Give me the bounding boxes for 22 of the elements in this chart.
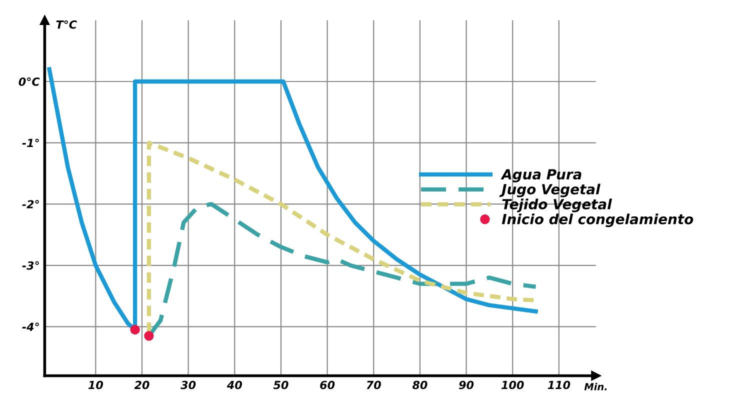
x-tick-label: 10 xyxy=(88,380,103,390)
legend-label: Tejido Vegetal xyxy=(502,198,612,212)
legend-label: Jugo Vegetal xyxy=(499,184,600,198)
y-tick-label: 0°C xyxy=(18,77,40,86)
x-tick-label: 80 xyxy=(412,380,428,390)
legend-label: Inicio del congelamiento xyxy=(502,214,694,228)
x-tick-label: 110 xyxy=(548,380,570,390)
y-axis-title: T°C xyxy=(56,20,77,29)
x-tick-label: 20 xyxy=(134,380,150,390)
x-tick-label: 70 xyxy=(366,380,381,390)
x-tick-label: 90 xyxy=(459,380,474,390)
x-tick-label: 30 xyxy=(180,380,196,390)
x-tick-label: 100 xyxy=(501,380,524,390)
x-tick-label: 60 xyxy=(320,380,335,390)
x-tick-label: 50 xyxy=(273,380,288,390)
y-tick-label: -4° xyxy=(22,322,39,331)
y-tick-label: -2° xyxy=(22,200,39,208)
x-tick-label: 40 xyxy=(226,380,242,390)
y-tick-label: -3° xyxy=(22,261,39,270)
y-tick-label: -1° xyxy=(22,138,39,148)
legend-label: Agua Pura xyxy=(500,169,582,182)
x-axis-title: Min. xyxy=(584,382,607,390)
